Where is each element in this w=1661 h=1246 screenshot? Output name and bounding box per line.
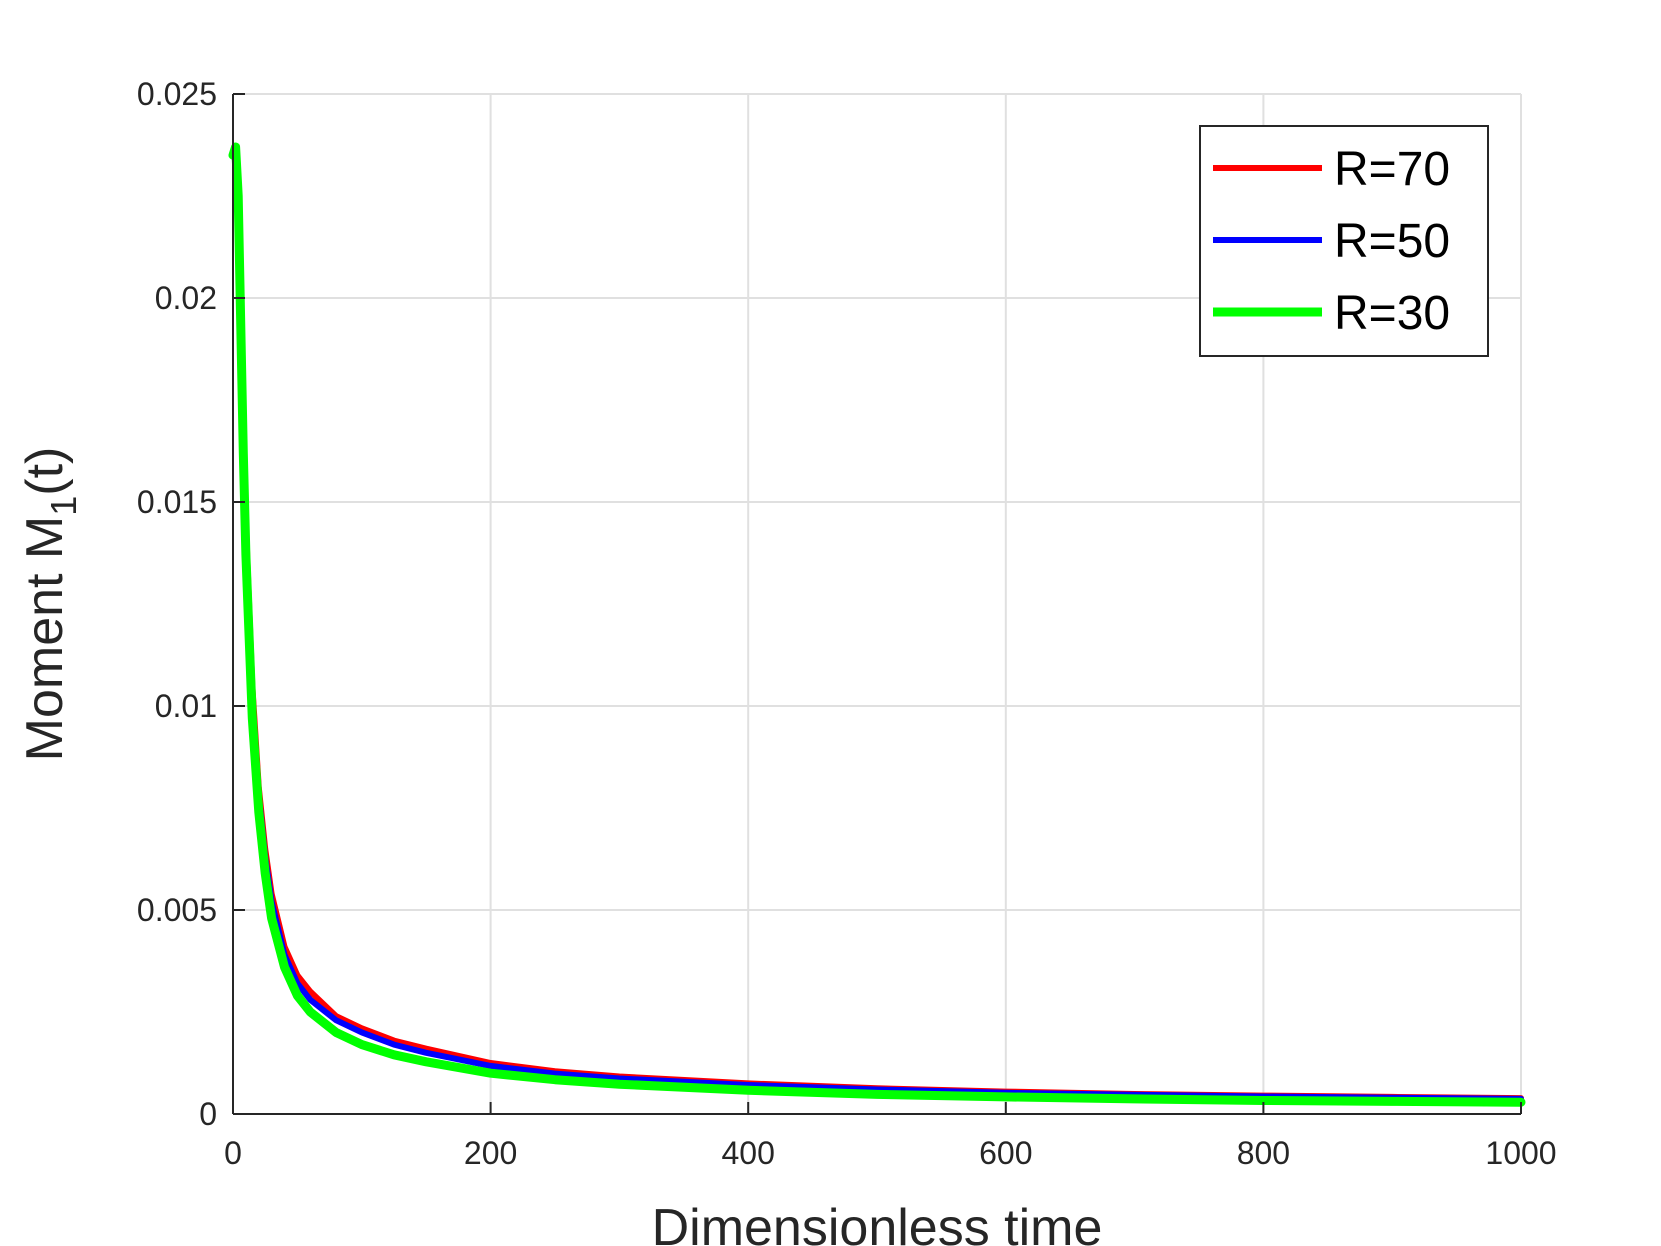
legend-label: R=30 (1334, 287, 1450, 340)
y-axis-title: Moment M1(t) (16, 447, 84, 762)
x-tick-label: 1000 (1485, 1135, 1556, 1171)
x-tick-label: 800 (1237, 1135, 1290, 1171)
y-tick-label: 0.005 (137, 892, 217, 928)
legend-label: R=50 (1334, 215, 1450, 268)
x-tick-label: 200 (464, 1135, 517, 1171)
x-tick-labels: 0 200 400 600 800 1000 (224, 1135, 1556, 1171)
x-tick-label: 0 (224, 1135, 242, 1171)
y-tick-label: 0.02 (155, 280, 217, 316)
x-tick-label: 600 (979, 1135, 1032, 1171)
y-axis-title-subscript: 1 (43, 496, 84, 516)
legend-label: R=70 (1334, 143, 1450, 196)
y-tick-label: 0 (199, 1096, 217, 1132)
y-tick-label: 0.01 (155, 688, 217, 724)
axes (232, 93, 1522, 1115)
y-axis-title-tail: (t) (16, 447, 74, 496)
y-axis-title-main: Moment M (16, 516, 74, 762)
x-tick-label: 400 (722, 1135, 775, 1171)
y-tick-label: 0.025 (137, 76, 217, 112)
legend: R=70 R=50 R=30 (1199, 125, 1489, 357)
series-line-r-30 (228, 142, 1526, 1107)
x-axis-title: Dimensionless time (652, 1199, 1103, 1246)
y-tick-label: 0.015 (137, 484, 217, 520)
series-layer (228, 142, 1526, 1107)
y-tick-labels: 0 0.005 0.01 0.015 0.02 0.025 (137, 76, 217, 1132)
